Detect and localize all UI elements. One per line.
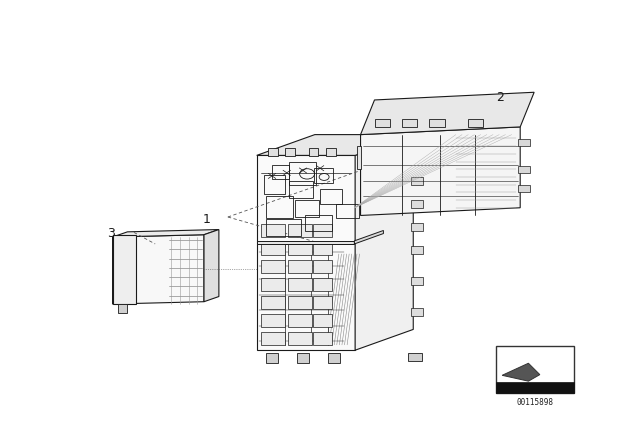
Polygon shape xyxy=(355,134,413,350)
Bar xyxy=(297,353,309,363)
Bar xyxy=(261,260,285,273)
Bar xyxy=(411,223,423,231)
Text: 1: 1 xyxy=(202,213,210,226)
Polygon shape xyxy=(257,134,413,155)
Polygon shape xyxy=(257,155,355,350)
Bar xyxy=(264,175,285,194)
Polygon shape xyxy=(113,229,219,237)
Bar xyxy=(312,332,332,345)
Bar xyxy=(411,177,423,185)
Bar xyxy=(261,278,285,291)
Bar xyxy=(261,242,285,255)
Bar xyxy=(266,353,278,363)
Bar xyxy=(374,119,390,127)
Bar xyxy=(288,314,312,327)
Bar xyxy=(288,296,312,309)
Bar xyxy=(312,242,332,255)
Bar xyxy=(328,353,340,363)
Bar xyxy=(305,215,332,231)
Bar xyxy=(289,162,316,185)
Bar xyxy=(518,185,530,192)
Bar xyxy=(429,119,445,127)
Bar xyxy=(326,148,336,156)
Text: 3: 3 xyxy=(107,228,115,241)
Bar xyxy=(288,278,312,291)
Bar xyxy=(261,224,285,237)
Bar xyxy=(411,277,423,285)
Bar xyxy=(312,224,332,237)
Bar xyxy=(266,196,293,218)
Bar xyxy=(312,296,332,309)
Bar xyxy=(408,353,422,361)
Bar xyxy=(308,148,318,156)
Bar xyxy=(118,304,127,313)
Bar xyxy=(312,314,332,327)
Bar xyxy=(312,260,332,273)
Bar xyxy=(268,148,278,156)
Bar xyxy=(288,260,312,273)
Polygon shape xyxy=(113,235,204,304)
Bar xyxy=(336,204,359,218)
Polygon shape xyxy=(360,127,520,215)
Polygon shape xyxy=(204,229,219,302)
Bar xyxy=(467,119,483,127)
Bar xyxy=(289,181,312,198)
Bar xyxy=(411,200,423,208)
Text: 2: 2 xyxy=(496,91,504,104)
Text: 00115898: 00115898 xyxy=(516,398,554,407)
Bar xyxy=(496,346,573,392)
Polygon shape xyxy=(502,363,540,381)
Bar xyxy=(312,278,332,291)
Polygon shape xyxy=(360,92,534,134)
Bar xyxy=(285,148,294,156)
Bar xyxy=(296,200,319,217)
Bar xyxy=(402,119,417,127)
Bar xyxy=(261,296,285,309)
Bar xyxy=(314,168,333,183)
Bar xyxy=(288,242,312,255)
Bar xyxy=(266,220,301,236)
Bar xyxy=(411,308,423,315)
Polygon shape xyxy=(496,382,573,392)
Bar xyxy=(518,139,530,146)
Bar xyxy=(320,189,342,204)
Bar xyxy=(288,224,312,237)
Polygon shape xyxy=(113,235,136,304)
Bar xyxy=(272,165,289,179)
Bar xyxy=(261,314,285,327)
Polygon shape xyxy=(358,146,360,169)
Polygon shape xyxy=(257,241,355,244)
Bar xyxy=(518,166,530,173)
Bar xyxy=(288,332,312,345)
Polygon shape xyxy=(355,230,383,244)
Bar xyxy=(411,246,423,254)
Bar xyxy=(261,332,285,345)
